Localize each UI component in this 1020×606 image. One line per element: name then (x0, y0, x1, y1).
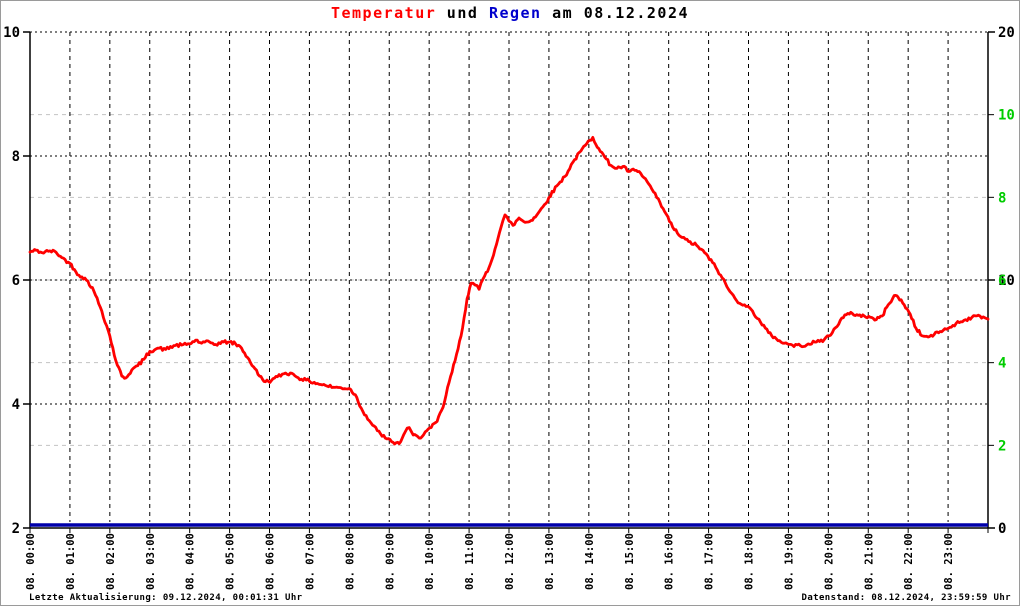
x-axis-label-2: 08. 02:00 (105, 533, 117, 590)
title-temperatur: Temperatur (330, 4, 437, 22)
x-axis-label-16: 08. 16:00 (664, 533, 676, 590)
chart-title: Temperatur und Regen am 08.12.2024 (1, 4, 1019, 22)
x-axis-label-11: 08. 11:00 (464, 533, 476, 590)
title-regen: Regen (488, 4, 542, 22)
right-axis-black-tick-label-0: 0 (998, 521, 1006, 537)
temperature-line (28, 135, 990, 446)
x-axis-label-20: 08. 20:00 (823, 533, 835, 590)
data-timestamp-text: Datenstand: 08.12.2024, 23:59:59 Uhr (801, 593, 1011, 603)
left-axis-tick-label-8: 8 (12, 149, 20, 165)
x-axis-label-0: 08. 00:00 (25, 533, 37, 590)
x-axis-label-23: 08. 23:00 (943, 533, 955, 590)
x-axis-label-21: 08. 21:00 (863, 533, 875, 590)
left-axis-tick-label-6: 6 (12, 273, 20, 289)
x-axis-label-10: 08. 10:00 (424, 533, 436, 590)
x-axis-label-22: 08. 22:00 (903, 533, 915, 590)
x-axis-label-6: 08. 06:00 (265, 533, 277, 590)
left-axis-tick-label-2: 2 (12, 521, 20, 537)
x-axis-label-17: 08. 17:00 (704, 533, 716, 590)
x-axis-label-12: 08. 12:00 (504, 533, 516, 590)
x-axis-label-9: 08. 09:00 (384, 533, 396, 590)
last-update-text: Letzte Aktualisierung: 09.12.2024, 00:01… (29, 593, 303, 603)
x-axis-label-1: 08. 01:00 (65, 533, 77, 590)
x-axis-label-18: 08. 18:00 (744, 533, 756, 590)
x-axis-label-4: 08. 04:00 (185, 533, 197, 590)
left-axis-tick-label-10: 10 (3, 25, 20, 41)
x-axis-label-19: 08. 19:00 (783, 533, 795, 590)
x-axis-label-3: 08. 03:00 (145, 533, 157, 590)
right-axis-green-tick-label-10: 10 (998, 108, 1015, 124)
x-axis-label-7: 08. 07:00 (304, 533, 316, 590)
right-axis-green-tick-label-8: 8 (998, 190, 1006, 206)
x-axis-label-5: 08. 05:00 (225, 533, 237, 590)
x-axis-label-8: 08. 08:00 (344, 533, 356, 590)
right-axis-black-tick-label-20: 20 (998, 25, 1015, 41)
right-axis-green-tick-label-2: 2 (998, 438, 1006, 454)
title-und: und (436, 4, 489, 22)
right-axis-green-tick-label-4: 4 (998, 356, 1006, 372)
right-axis-green-tick-label-6: 6 (998, 273, 1006, 289)
x-axis-label-13: 08. 13:00 (544, 533, 556, 590)
right-axis-black-tick-label-10: 10 (998, 273, 1015, 289)
x-axis-label-15: 08. 15:00 (624, 533, 636, 590)
left-axis-tick-label-4: 4 (12, 397, 20, 413)
x-axis-label-14: 08. 14:00 (584, 533, 596, 590)
title-date: am 08.12.2024 (541, 4, 690, 22)
